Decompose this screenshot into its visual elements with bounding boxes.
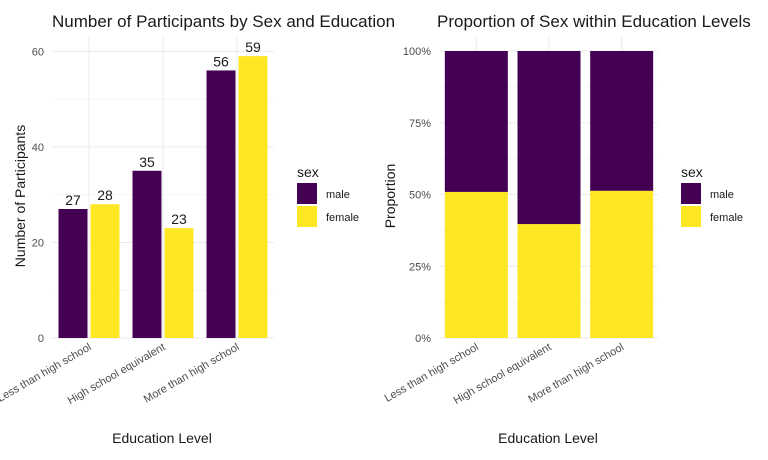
legend-swatch-male — [681, 183, 701, 204]
y-tick-label: 0 — [38, 333, 44, 345]
proportion-chart: 0% 25% 50% 75% 100% Less than high schoolHig… — [382, 12, 751, 446]
bar-female-less-than-high-school — [444, 191, 508, 338]
bar-male-more-than-high-school — [590, 51, 654, 191]
data-label-male-high-school-equivalent: 35 — [139, 154, 155, 170]
legend-label-female: female — [710, 212, 743, 224]
y-tick-label: 75% — [409, 118, 431, 130]
data-label-male-less-than-high-school: 27 — [65, 192, 81, 208]
bar-female-less-than-high-school — [90, 204, 120, 338]
count-chart-bars — [58, 56, 268, 338]
y-tick-label: 25% — [409, 261, 431, 273]
count-chart-y-ticks: 0 20 40 60 — [32, 46, 44, 345]
proportion-chart-legend: sex male female — [681, 164, 743, 227]
bar-female-more-than-high-school — [238, 56, 268, 338]
legend-label-male: male — [326, 189, 350, 201]
y-tick-label: 20 — [32, 237, 44, 249]
proportion-chart-y-ticks: 0% 25% 50% 75% 100% — [403, 46, 431, 345]
legend-swatch-female — [297, 206, 317, 227]
bar-female-high-school-equivalent — [164, 228, 194, 338]
data-label-female-more-than-high-school: 59 — [245, 39, 261, 55]
y-tick-label: 40 — [32, 142, 44, 154]
count-chart-legend: sex male female — [297, 164, 359, 227]
count-chart-title: Number of Participants by Sex and Educat… — [52, 12, 395, 31]
bar-female-more-than-high-school — [590, 190, 654, 338]
count-chart-y-axis-title: Number of Participants — [12, 125, 28, 267]
proportion-chart-title: Proportion of Sex within Education Level… — [437, 12, 751, 31]
count-chart: 27 28 35 23 56 59 0 20 40 60 Less than high scho… — [0, 12, 395, 446]
proportion-chart-y-axis-title: Proportion — [382, 164, 398, 229]
data-label-female-less-than-high-school: 28 — [97, 187, 113, 203]
proportion-chart-bars — [444, 51, 654, 338]
data-label-female-high-school-equivalent: 23 — [171, 211, 187, 227]
proportion-chart-x-axis-title: Education Level — [498, 430, 598, 446]
count-chart-legend-title: sex — [297, 164, 319, 180]
legend-swatch-male — [297, 183, 317, 204]
bar-male-less-than-high-school — [58, 209, 88, 338]
bar-male-more-than-high-school — [206, 70, 236, 338]
count-chart-x-axis-title: Education Level — [112, 430, 212, 446]
data-label-male-more-than-high-school: 56 — [213, 53, 229, 69]
legend-label-male: male — [710, 189, 734, 201]
legend-swatch-female — [681, 206, 701, 227]
y-tick-label: 50% — [409, 190, 431, 202]
bar-male-high-school-equivalent — [517, 51, 581, 225]
legend-label-female: female — [326, 212, 359, 224]
y-tick-label: 100% — [403, 46, 431, 58]
bar-male-high-school-equivalent — [132, 170, 162, 338]
count-chart-grid — [52, 37, 274, 339]
proportion-chart-legend-title: sex — [681, 164, 703, 180]
y-tick-label: 0% — [415, 333, 431, 345]
bar-female-high-school-equivalent — [517, 224, 581, 338]
count-chart-data-labels: 27 28 35 23 56 59 — [65, 39, 261, 227]
y-tick-label: 60 — [32, 46, 44, 58]
bar-male-less-than-high-school — [444, 51, 508, 192]
